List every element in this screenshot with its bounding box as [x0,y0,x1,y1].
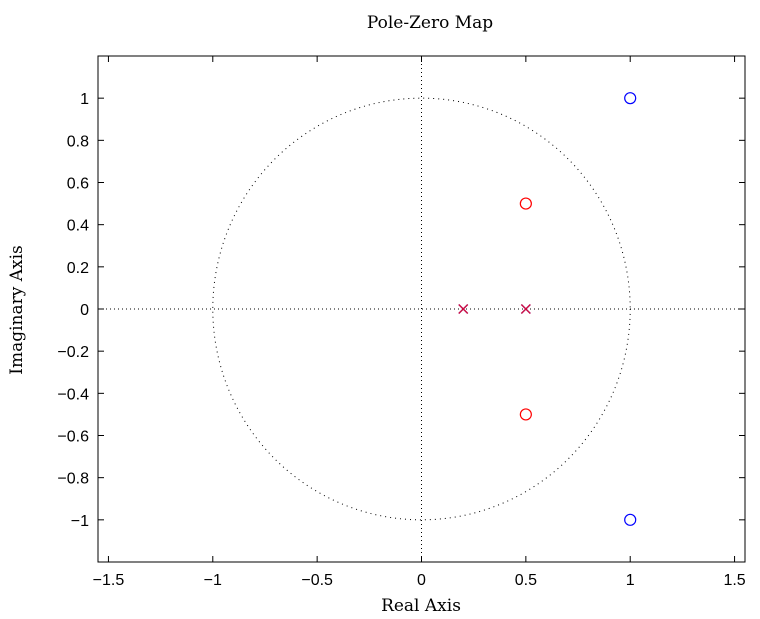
zero-marker [624,513,637,526]
y-axis-label: Imaginary Axis [7,245,27,375]
y-tick-label: −0.6 [57,429,89,446]
x-tick-label: −0.5 [301,572,333,589]
x-tick-label: −1.5 [93,572,125,589]
pole-marker [458,304,469,314]
zero-marker [624,92,637,105]
y-tick-label: 0.6 [67,176,89,193]
x-axis-label: Real Axis [381,596,461,616]
x-tick-label: 0 [417,572,426,589]
data-marks [458,92,637,526]
y-tick-label: −1 [71,513,89,530]
zero-marker [519,408,532,421]
y-tick-label: −0.8 [57,471,89,488]
y-tick-label: 0.2 [67,260,89,277]
x-tick-label: 1 [626,572,635,589]
y-tick-label: 1 [80,91,89,108]
y-tick-label: 0 [80,302,89,319]
x-tick-label: −1 [204,572,222,589]
unit-circle [212,97,631,521]
y-tick-label: 0.8 [67,133,89,150]
zero-marker [519,197,532,210]
reference-guides [98,56,745,562]
y-tick-label: 0.4 [67,218,89,235]
plot-area-border [97,55,746,563]
chart-title: Pole-Zero Map [367,13,493,33]
x-tick-label: 1.5 [723,572,745,589]
x-tick-label: 0.5 [515,572,537,589]
y-tick-label: −0.2 [57,344,89,361]
pole-marker [520,304,531,314]
axis-ticks: −1.5 −1 −0.5 0 0.5 1 1.5 1 0.8 0.6 0.4 0.2 0 −0.2 −0.4… [57,56,746,589]
y-tick-label: −0.4 [57,386,89,403]
